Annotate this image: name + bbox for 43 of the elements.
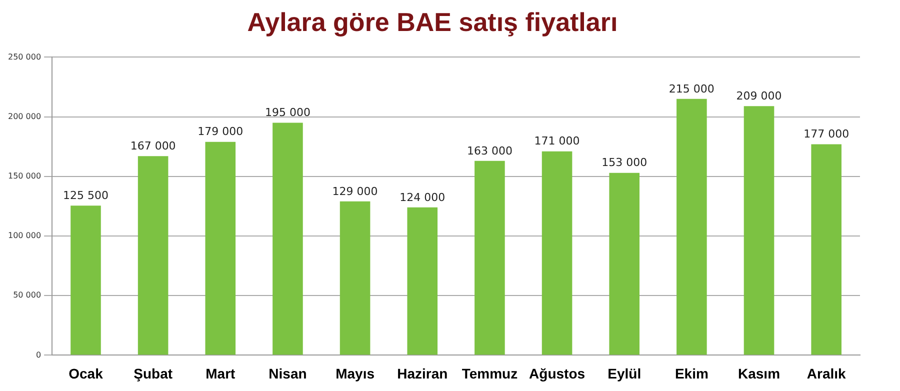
bar [474,160,505,355]
data-label: 215 000 [668,82,714,96]
bar [205,142,236,355]
chart-title: Aylara göre BAE satış fiyatları [247,6,618,37]
data-label: 179 000 [198,125,244,138]
x-tick-label: Aralık [806,365,846,382]
data-label: 125 500 [62,188,108,202]
bar [744,106,774,355]
data-label: 153 000 [602,156,648,170]
data-label: 129 000 [332,184,378,198]
bar [138,156,168,355]
bar [676,98,707,355]
y-tick-label: 0 [36,350,42,360]
y-tick-label: 200 000 [8,112,42,121]
y-tick-label: 50 000 [13,290,42,300]
data-label: 209 000 [736,89,782,102]
bar [340,201,370,355]
y-tick-label: 100 000 [8,231,42,240]
bar [70,206,101,355]
bar [407,207,438,355]
bar [609,172,640,355]
x-tick-label: Mart [206,365,236,382]
data-label: 171 000 [534,134,580,148]
x-tick-label: Nisan [268,365,307,382]
x-tick-label: Ağustos [529,365,586,382]
x-tick-label: Kasım [738,365,780,382]
x-tick-label: Ekim [674,365,708,382]
data-label: 163 000 [466,144,512,158]
x-tick-label: Temmuz [462,365,518,382]
bar [542,151,572,355]
bar [811,144,842,355]
y-tick-label: 250 000 [8,52,42,62]
data-label: 167 000 [130,139,176,152]
x-tick-label: Şubat [134,365,173,382]
y-tick-label: 150 000 [8,171,42,180]
bar [272,122,303,355]
x-tick-label: Haziran [397,365,448,382]
x-tick-label: Eylül [608,365,642,382]
x-tick-label: Mayıs [336,365,375,382]
data-label: 195 000 [264,106,310,120]
data-label: 124 000 [400,190,446,204]
x-tick-label: Ocak [68,365,104,382]
data-label: 177 000 [804,128,850,141]
